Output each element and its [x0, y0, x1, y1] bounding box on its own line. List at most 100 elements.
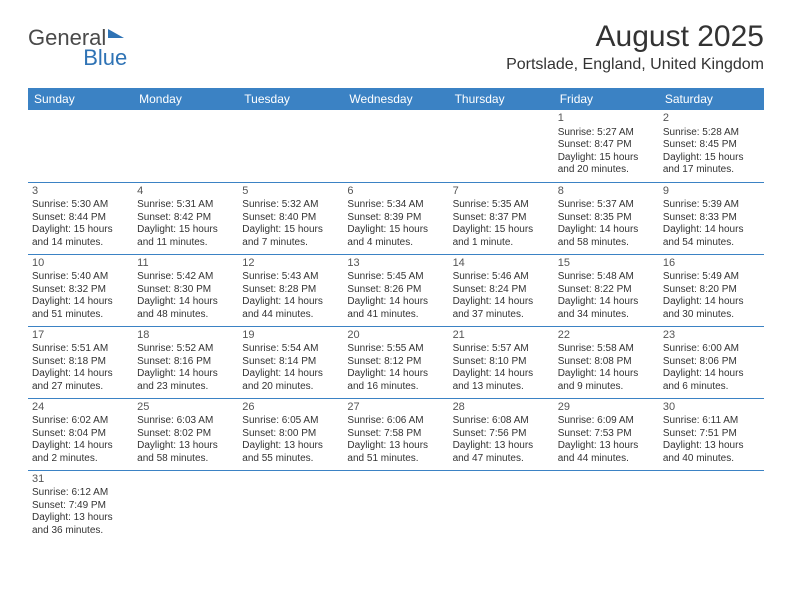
cell-daylight2: and 20 minutes. — [558, 164, 655, 177]
day-number: 21 — [453, 329, 550, 343]
cell-sunset: Sunset: 7:58 PM — [347, 428, 444, 441]
weekday-header: Tuesday — [238, 88, 343, 110]
cell-daylight1: Daylight: 13 hours — [453, 440, 550, 453]
cell-daylight1: Daylight: 13 hours — [242, 440, 339, 453]
cell-sunrise: Sunrise: 5:49 AM — [663, 271, 760, 284]
cell-daylight1: Daylight: 14 hours — [663, 296, 760, 309]
cell-sunset: Sunset: 8:44 PM — [32, 212, 129, 225]
cell-sunset: Sunset: 8:45 PM — [663, 139, 760, 152]
cell-sunset: Sunset: 8:16 PM — [137, 356, 234, 369]
cell-sunrise: Sunrise: 5:48 AM — [558, 271, 655, 284]
cell-sunset: Sunset: 8:30 PM — [137, 284, 234, 297]
cell-sunrise: Sunrise: 5:43 AM — [242, 271, 339, 284]
title-block: August 2025 Portslade, England, United K… — [506, 20, 764, 74]
location-subtitle: Portslade, England, United Kingdom — [506, 56, 764, 74]
day-number: 27 — [347, 401, 444, 415]
cell-daylight1: Daylight: 14 hours — [347, 296, 444, 309]
weekday-header: Saturday — [659, 88, 764, 110]
calendar-head: SundayMondayTuesdayWednesdayThursdayFrid… — [28, 88, 764, 110]
logo: GeneralBlue — [28, 28, 127, 69]
day-cell: 30Sunrise: 6:11 AMSunset: 7:51 PMDayligh… — [659, 398, 764, 470]
cell-daylight2: and 37 minutes. — [453, 309, 550, 322]
day-number: 6 — [347, 185, 444, 199]
day-number: 11 — [137, 257, 234, 271]
cell-sunrise: Sunrise: 5:58 AM — [558, 343, 655, 356]
cell-sunset: Sunset: 8:04 PM — [32, 428, 129, 441]
day-cell: 15Sunrise: 5:48 AMSunset: 8:22 PMDayligh… — [554, 254, 659, 326]
cell-daylight2: and 17 minutes. — [663, 164, 760, 177]
cell-daylight2: and 51 minutes. — [32, 309, 129, 322]
cell-daylight2: and 54 minutes. — [663, 237, 760, 250]
cell-sunrise: Sunrise: 5:55 AM — [347, 343, 444, 356]
day-number: 28 — [453, 401, 550, 415]
empty-cell — [238, 470, 343, 542]
cell-daylight2: and 23 minutes. — [137, 381, 234, 394]
day-cell: 23Sunrise: 6:00 AMSunset: 8:06 PMDayligh… — [659, 326, 764, 398]
cell-sunrise: Sunrise: 6:02 AM — [32, 415, 129, 428]
day-number: 30 — [663, 401, 760, 415]
cell-sunrise: Sunrise: 6:09 AM — [558, 415, 655, 428]
cell-sunset: Sunset: 8:40 PM — [242, 212, 339, 225]
cell-daylight2: and 2 minutes. — [32, 453, 129, 466]
empty-cell — [133, 110, 238, 182]
day-cell: 4Sunrise: 5:31 AMSunset: 8:42 PMDaylight… — [133, 182, 238, 254]
day-cell: 25Sunrise: 6:03 AMSunset: 8:02 PMDayligh… — [133, 398, 238, 470]
empty-cell — [343, 470, 448, 542]
cell-daylight1: Daylight: 13 hours — [32, 512, 129, 525]
day-cell: 21Sunrise: 5:57 AMSunset: 8:10 PMDayligh… — [449, 326, 554, 398]
cell-daylight1: Daylight: 14 hours — [32, 368, 129, 381]
cell-daylight1: Daylight: 14 hours — [453, 296, 550, 309]
cell-sunset: Sunset: 8:02 PM — [137, 428, 234, 441]
cell-daylight1: Daylight: 15 hours — [347, 224, 444, 237]
day-cell: 18Sunrise: 5:52 AMSunset: 8:16 PMDayligh… — [133, 326, 238, 398]
day-number: 10 — [32, 257, 129, 271]
cell-daylight2: and 14 minutes. — [32, 237, 129, 250]
cell-sunrise: Sunrise: 5:34 AM — [347, 199, 444, 212]
day-number: 19 — [242, 329, 339, 343]
cell-daylight2: and 58 minutes. — [558, 237, 655, 250]
cell-sunset: Sunset: 8:42 PM — [137, 212, 234, 225]
cell-daylight2: and 40 minutes. — [663, 453, 760, 466]
day-number: 13 — [347, 257, 444, 271]
day-cell: 2Sunrise: 5:28 AMSunset: 8:45 PMDaylight… — [659, 110, 764, 182]
empty-cell — [133, 470, 238, 542]
empty-cell — [449, 470, 554, 542]
cell-sunset: Sunset: 7:51 PM — [663, 428, 760, 441]
cell-daylight1: Daylight: 14 hours — [453, 368, 550, 381]
cell-daylight1: Daylight: 14 hours — [242, 296, 339, 309]
cell-daylight1: Daylight: 13 hours — [558, 440, 655, 453]
cell-daylight2: and 27 minutes. — [32, 381, 129, 394]
cell-sunset: Sunset: 8:22 PM — [558, 284, 655, 297]
empty-cell — [659, 470, 764, 542]
cell-sunrise: Sunrise: 6:12 AM — [32, 487, 129, 500]
cell-sunset: Sunset: 8:18 PM — [32, 356, 129, 369]
page-header: GeneralBlue August 2025 Portslade, Engla… — [28, 20, 764, 74]
cell-daylight2: and 6 minutes. — [663, 381, 760, 394]
day-cell: 6Sunrise: 5:34 AMSunset: 8:39 PMDaylight… — [343, 182, 448, 254]
day-cell: 19Sunrise: 5:54 AMSunset: 8:14 PMDayligh… — [238, 326, 343, 398]
cell-daylight2: and 20 minutes. — [242, 381, 339, 394]
cell-sunrise: Sunrise: 5:40 AM — [32, 271, 129, 284]
cell-sunset: Sunset: 8:35 PM — [558, 212, 655, 225]
cell-sunset: Sunset: 8:37 PM — [453, 212, 550, 225]
calendar-row: 1Sunrise: 5:27 AMSunset: 8:47 PMDaylight… — [28, 110, 764, 182]
day-number: 7 — [453, 185, 550, 199]
weekday-row: SundayMondayTuesdayWednesdayThursdayFrid… — [28, 88, 764, 110]
empty-cell — [28, 110, 133, 182]
calendar-row: 24Sunrise: 6:02 AMSunset: 8:04 PM Dayligh… — [28, 398, 764, 470]
day-cell: 22Sunrise: 5:58 AMSunset: 8:08 PMDayligh… — [554, 326, 659, 398]
calendar-table: SundayMondayTuesdayWednesdayThursdayFrid… — [28, 88, 764, 542]
day-number: 24 — [32, 401, 129, 415]
day-cell: 27Sunrise: 6:06 AMSunset: 7:58 PMDayligh… — [343, 398, 448, 470]
day-number: 1 — [558, 112, 655, 126]
cell-sunset: Sunset: 8:32 PM — [32, 284, 129, 297]
day-number: 26 — [242, 401, 339, 415]
cell-daylight2: and 47 minutes. — [453, 453, 550, 466]
cell-sunset: Sunset: 8:06 PM — [663, 356, 760, 369]
day-number: 18 — [137, 329, 234, 343]
cell-sunrise: Sunrise: 5:45 AM — [347, 271, 444, 284]
day-cell: 11Sunrise: 5:42 AMSunset: 8:30 PMDayligh… — [133, 254, 238, 326]
day-cell: 12Sunrise: 5:43 AMSunset: 8:28 PMDayligh… — [238, 254, 343, 326]
day-cell: 16Sunrise: 5:49 AMSunset: 8:20 PMDayligh… — [659, 254, 764, 326]
day-number: 5 — [242, 185, 339, 199]
